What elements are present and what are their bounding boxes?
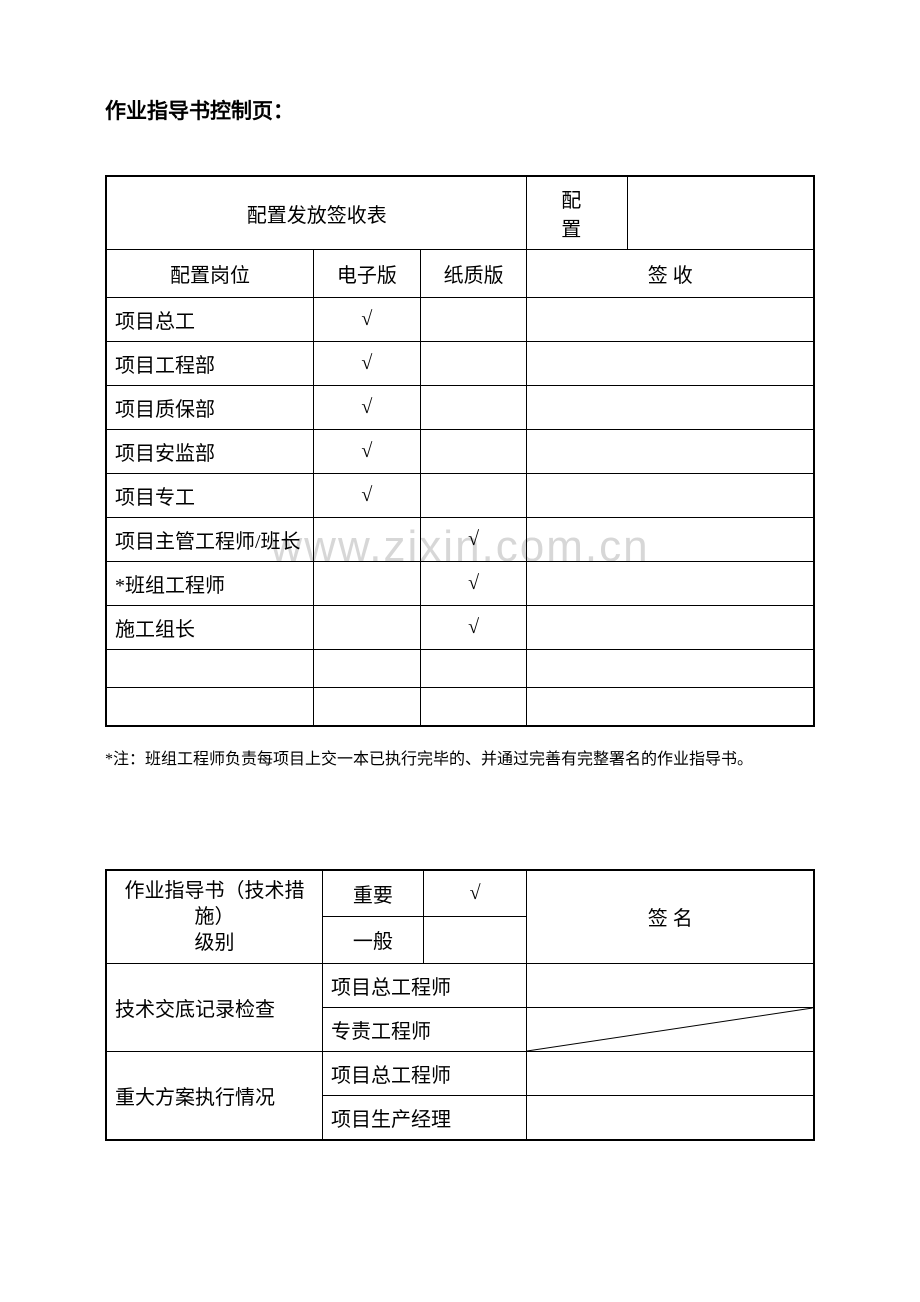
- distribution-table: 配置发放签收表 配 置 配置岗位 电子版 纸质版 签 收 项目总工 √ 项目工程…: [105, 175, 815, 727]
- tech-check-label: 技术交底记录检查: [106, 963, 323, 1051]
- table-row: [527, 298, 814, 342]
- table-row: 施工组长: [106, 606, 313, 650]
- table-row: [527, 650, 814, 688]
- table-row: [527, 430, 814, 474]
- table-row: 项目工程部: [106, 342, 313, 386]
- table-row: [527, 386, 814, 430]
- table-row: √: [313, 342, 420, 386]
- table-row: √: [313, 474, 420, 518]
- important-check: √: [423, 870, 527, 917]
- table-row: [527, 606, 814, 650]
- table-row: [527, 562, 814, 606]
- table-row: √: [313, 430, 420, 474]
- level-label: 作业指导书（技术措施） 级别: [106, 870, 323, 964]
- table-row: [420, 688, 527, 726]
- table-row: √: [313, 386, 420, 430]
- col-sign: 签 收: [527, 250, 814, 298]
- general-check: [423, 917, 527, 964]
- table-row: [106, 650, 313, 688]
- table-row: √: [420, 518, 527, 562]
- table-row: 项目专工: [106, 474, 313, 518]
- table-row: 项目主管工程师/班长: [106, 518, 313, 562]
- table-row: [420, 430, 527, 474]
- table-row: 项目安监部: [106, 430, 313, 474]
- table-row: [420, 342, 527, 386]
- col-paper: 纸质版: [420, 250, 527, 298]
- sign-cell-diagonal: [527, 1007, 814, 1051]
- prod-mgr-label: 项目生产经理: [323, 1095, 527, 1140]
- major-plan-label: 重大方案执行情况: [106, 1051, 323, 1140]
- table-row: [420, 386, 527, 430]
- header-config-blank: [628, 176, 814, 250]
- chief-eng-label: 项目总工程师: [323, 963, 527, 1007]
- sign-label: 签 名: [527, 870, 814, 964]
- table-row: [420, 298, 527, 342]
- table-row: *班组工程师: [106, 562, 313, 606]
- level-table: 作业指导书（技术措施） 级别 重要 √ 签 名 一般 技术交底记录检查 项目总工…: [105, 869, 815, 1141]
- sign-cell: [527, 1095, 814, 1140]
- table-row: √: [420, 606, 527, 650]
- table-row: [106, 688, 313, 726]
- table-row: [313, 518, 420, 562]
- table-row: [527, 688, 814, 726]
- col-electronic: 电子版: [313, 250, 420, 298]
- general-label: 一般: [323, 917, 424, 964]
- table-row: √: [313, 298, 420, 342]
- col-position: 配置岗位: [106, 250, 313, 298]
- table-row: √: [420, 562, 527, 606]
- sign-cell: [527, 963, 814, 1007]
- header-config: 配 置: [527, 176, 628, 250]
- diagonal-line-icon: [527, 1008, 813, 1051]
- table-row: [527, 518, 814, 562]
- table-row: [313, 650, 420, 688]
- chief-eng2-label: 项目总工程师: [323, 1051, 527, 1095]
- table-row: [313, 688, 420, 726]
- important-label: 重要: [323, 870, 424, 917]
- table-row: [313, 562, 420, 606]
- footnote-text: *注：班组工程师负责每项目上交一本已执行完毕的、并通过完善有完整署名的作业指导书…: [105, 745, 815, 769]
- resp-eng-label: 专责工程师: [323, 1007, 527, 1051]
- page-title: 作业指导书控制页：: [105, 95, 815, 125]
- header-merged: 配置发放签收表: [106, 176, 527, 250]
- table-row: [420, 650, 527, 688]
- table-row: [313, 606, 420, 650]
- sign-cell: [527, 1051, 814, 1095]
- table-row: [420, 474, 527, 518]
- table-row: 项目总工: [106, 298, 313, 342]
- table-row: [527, 342, 814, 386]
- table-row: 项目质保部: [106, 386, 313, 430]
- table-row: [527, 474, 814, 518]
